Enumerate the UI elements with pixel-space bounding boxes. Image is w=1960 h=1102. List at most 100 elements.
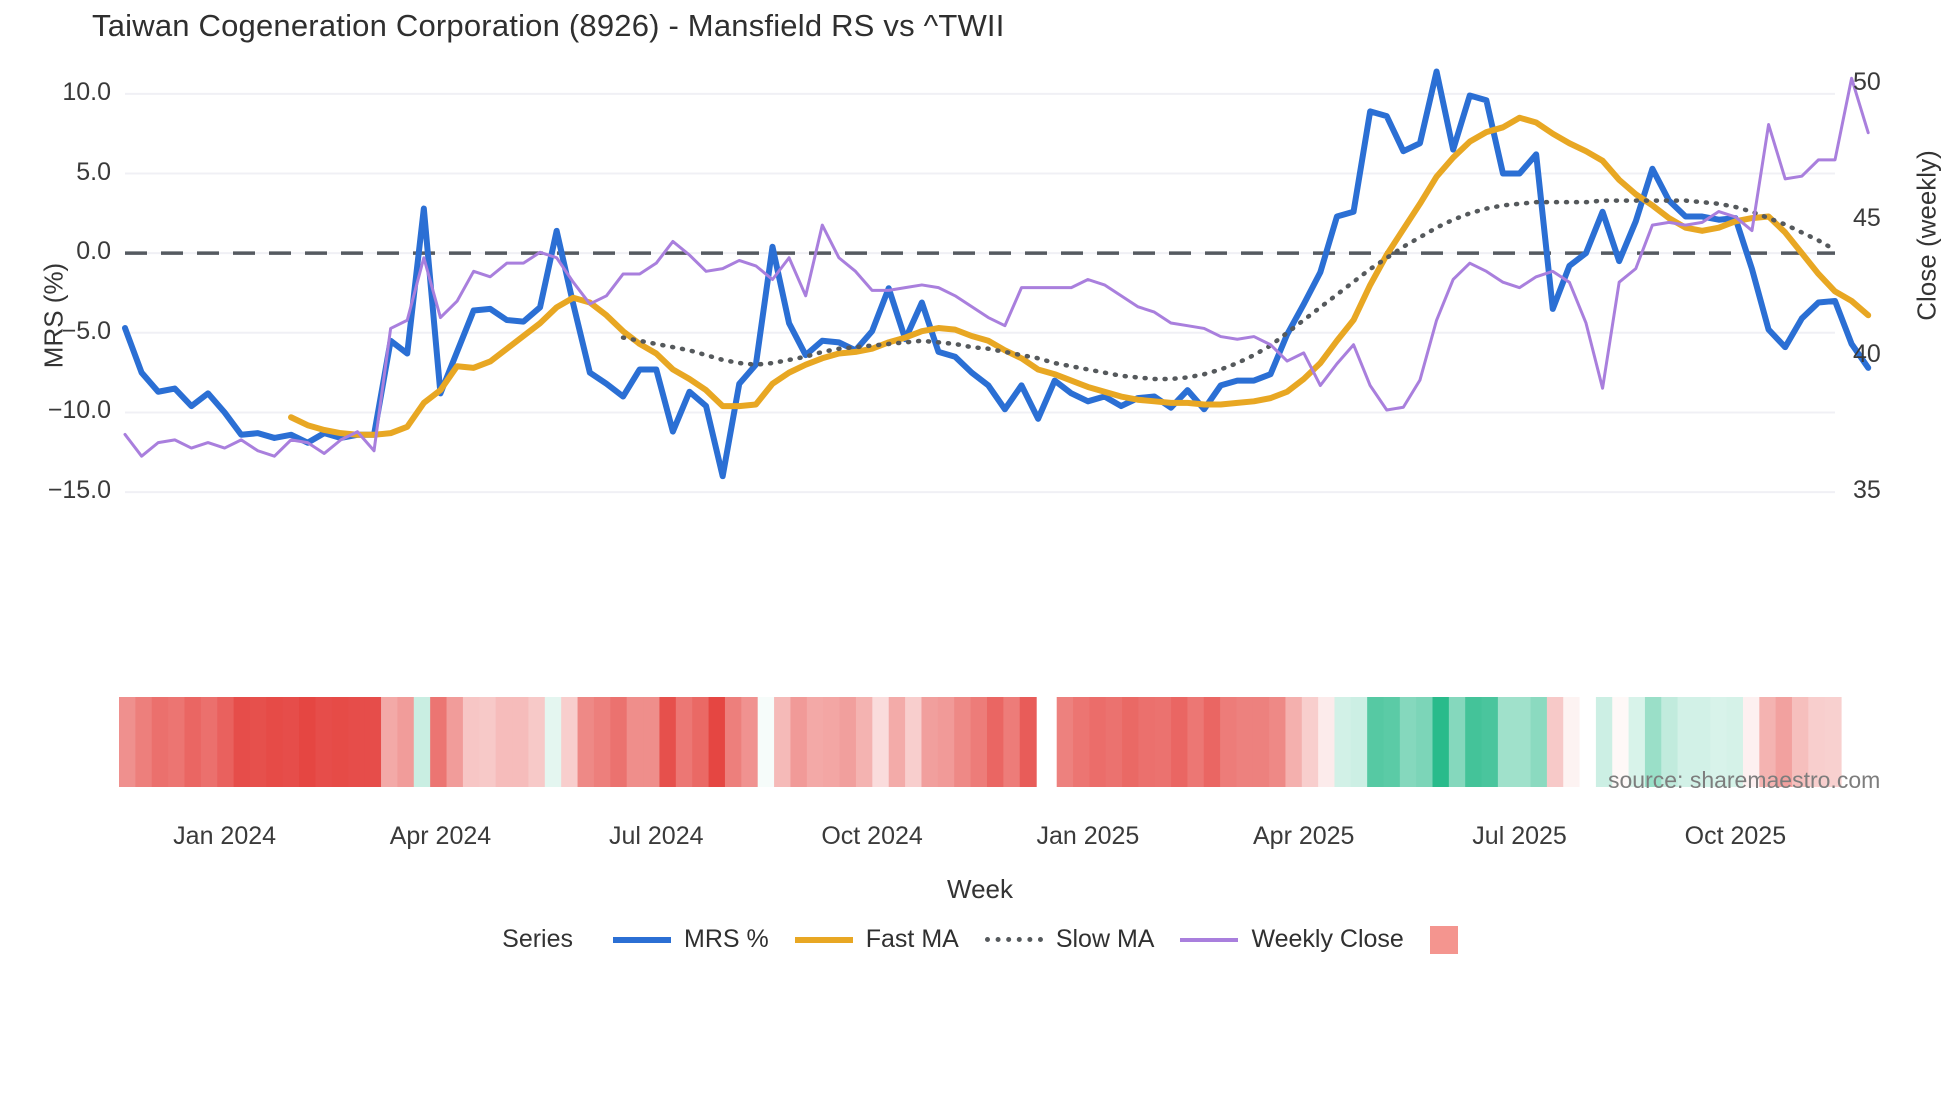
heat-cell bbox=[659, 697, 677, 787]
x-tick-label: Jul 2025 bbox=[1472, 822, 1567, 850]
series-line-fast-ma bbox=[288, 114, 1872, 438]
heat-cell bbox=[512, 697, 530, 787]
legend-item[interactable]: Slow MA bbox=[984, 925, 1154, 954]
heat-cell bbox=[757, 697, 775, 787]
y-tick-label: 10.0 bbox=[62, 77, 111, 106]
heat-cell bbox=[331, 697, 349, 787]
heat-cell bbox=[1236, 697, 1254, 787]
heat-cell bbox=[200, 697, 218, 787]
legend-line-swatch bbox=[613, 936, 672, 943]
heat-cell bbox=[970, 697, 988, 787]
x-tick-label: Apr 2025 bbox=[1253, 822, 1355, 850]
y-tick-label: 5.0 bbox=[76, 157, 111, 186]
heat-cell bbox=[708, 697, 726, 787]
heat-cell bbox=[593, 697, 611, 787]
heat-cell bbox=[921, 697, 939, 787]
heat-cell bbox=[1726, 697, 1744, 787]
series-lines bbox=[122, 68, 1872, 480]
heat-cell bbox=[1742, 697, 1760, 787]
heat-cell bbox=[986, 697, 1004, 787]
chart-title: Taiwan Cogeneration Corporation (8926) -… bbox=[92, 8, 1005, 43]
y2-axis-label: Close (weekly) bbox=[1911, 150, 1942, 321]
heat-cell bbox=[1334, 697, 1352, 787]
legend-line-swatch bbox=[984, 937, 1043, 942]
heat-cell bbox=[1546, 697, 1564, 787]
heat-cell bbox=[1122, 697, 1140, 787]
heat-cell bbox=[1808, 697, 1826, 787]
heat-cell bbox=[1089, 697, 1107, 787]
heat-cell bbox=[774, 697, 792, 787]
heat-cell bbox=[1759, 697, 1777, 787]
y-tick-label: −10.0 bbox=[47, 396, 111, 425]
series-line-weekly-close bbox=[123, 76, 1870, 458]
heat-cell bbox=[413, 697, 431, 787]
chart-legend: Series MRS % Fast MA Slow MA Weekly Close bbox=[0, 925, 1960, 954]
heat-cell bbox=[1318, 697, 1336, 787]
heat-cell bbox=[119, 697, 136, 787]
heat-cell bbox=[168, 697, 186, 787]
heat-cell bbox=[1203, 697, 1221, 787]
heat-cell bbox=[823, 697, 841, 787]
heat-cell bbox=[1612, 697, 1630, 787]
heat-cell bbox=[1367, 697, 1385, 787]
heat-cell bbox=[1481, 697, 1499, 787]
heat-cell bbox=[184, 697, 202, 787]
y-tick-label: −15.0 bbox=[47, 476, 111, 505]
heat-cell bbox=[937, 697, 955, 787]
heat-cell bbox=[495, 697, 513, 787]
heat-cell bbox=[462, 697, 480, 787]
heat-cell bbox=[872, 697, 890, 787]
heat-cell bbox=[1824, 697, 1842, 787]
legend-title: Series bbox=[502, 925, 574, 953]
x-tick-label: Oct 2025 bbox=[1684, 822, 1787, 850]
heat-cell bbox=[1301, 697, 1319, 787]
x-tick-label: Jan 2025 bbox=[1036, 822, 1140, 850]
heat-cell bbox=[1350, 697, 1368, 787]
legend-item[interactable] bbox=[1429, 925, 1458, 954]
heat-cell bbox=[364, 697, 382, 787]
heat-cell bbox=[135, 697, 153, 787]
heat-cell bbox=[1285, 697, 1303, 787]
heat-cell bbox=[544, 697, 562, 787]
heat-cell bbox=[233, 697, 251, 787]
heat-cell bbox=[741, 697, 759, 787]
heat-cell bbox=[1154, 697, 1172, 787]
heatmap-strip bbox=[119, 697, 1842, 787]
source-note: source: sharemaestro.com bbox=[1608, 767, 1881, 793]
heat-cell bbox=[348, 697, 366, 787]
heat-cell bbox=[1448, 697, 1466, 787]
heat-cell bbox=[675, 697, 693, 787]
heat-cell bbox=[1677, 697, 1695, 787]
heat-cell bbox=[1693, 697, 1711, 787]
heat-cell bbox=[479, 697, 497, 787]
heat-cell bbox=[250, 697, 267, 787]
heat-cell bbox=[1138, 697, 1156, 787]
heat-cell bbox=[381, 697, 399, 787]
y2-tick-label: 50 bbox=[1853, 67, 1881, 96]
x-tick-label: Apr 2024 bbox=[389, 822, 492, 850]
heat-cell bbox=[1432, 697, 1450, 787]
heat-cell bbox=[446, 697, 464, 787]
heat-cell bbox=[217, 697, 235, 787]
heat-cell bbox=[1171, 697, 1189, 787]
x-tick-label: Jul 2024 bbox=[608, 822, 704, 850]
y-tick-label: −5.0 bbox=[61, 316, 111, 345]
heat-cell bbox=[1220, 697, 1238, 787]
heat-cell bbox=[1514, 697, 1532, 787]
heat-cell bbox=[905, 697, 923, 787]
legend-item[interactable]: MRS % bbox=[613, 925, 769, 954]
heat-cell bbox=[1628, 697, 1646, 787]
heat-cell bbox=[1105, 697, 1123, 787]
heat-cell bbox=[1073, 697, 1090, 787]
legend-item[interactable]: Fast MA bbox=[794, 925, 959, 954]
heat-cell bbox=[1595, 697, 1613, 787]
legend-line-swatch bbox=[794, 936, 853, 943]
heat-cell bbox=[839, 697, 857, 787]
heat-cell bbox=[1187, 697, 1205, 787]
heat-cell bbox=[1056, 697, 1074, 787]
heat-cell bbox=[1383, 697, 1401, 787]
legend-item[interactable]: Weekly Close bbox=[1180, 925, 1404, 954]
heat-cell bbox=[315, 697, 333, 787]
heat-cell bbox=[1269, 697, 1287, 787]
